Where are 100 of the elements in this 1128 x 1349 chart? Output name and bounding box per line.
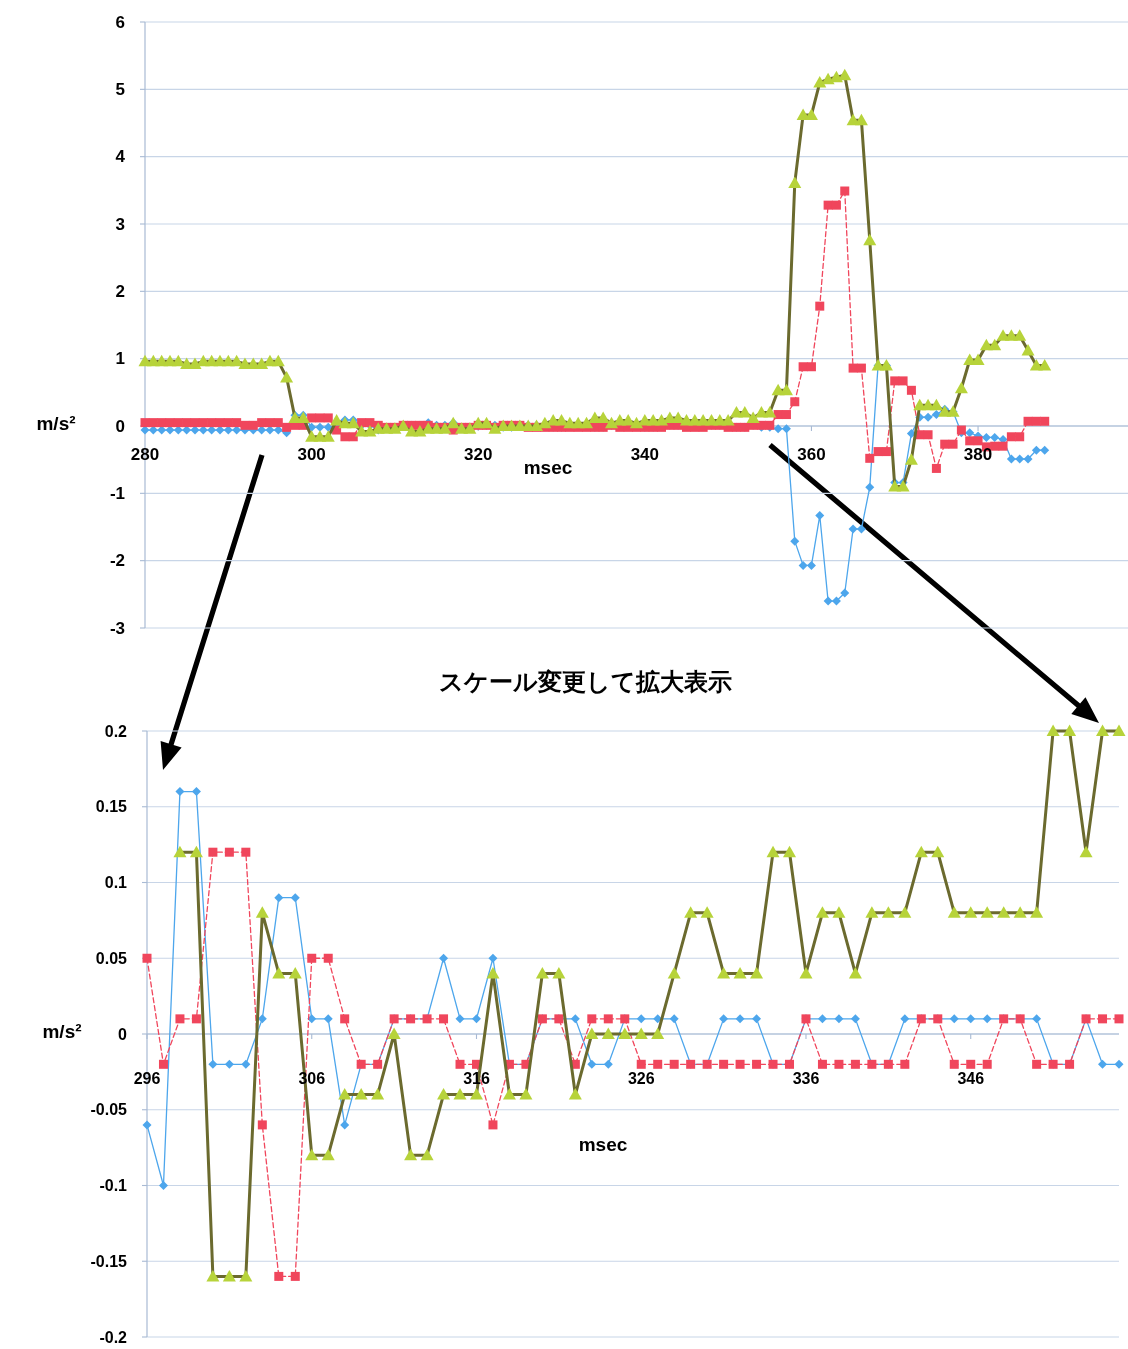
point bbox=[502, 1088, 516, 1100]
x-tick-label: 340 bbox=[630, 444, 660, 464]
point bbox=[239, 1269, 253, 1282]
y-tick-label: 2 bbox=[115, 281, 125, 301]
point bbox=[997, 906, 1011, 918]
x-axis-title: msec bbox=[523, 456, 573, 478]
point bbox=[189, 845, 203, 858]
point bbox=[618, 1027, 632, 1039]
point bbox=[305, 1148, 319, 1161]
x-tick-label: 336 bbox=[792, 1069, 820, 1087]
point bbox=[881, 906, 895, 918]
point bbox=[340, 1014, 350, 1024]
point bbox=[1098, 1059, 1108, 1069]
point bbox=[931, 845, 945, 858]
point bbox=[272, 966, 286, 979]
point bbox=[274, 893, 284, 903]
point bbox=[224, 1059, 234, 1069]
point bbox=[850, 1059, 860, 1069]
point bbox=[783, 845, 797, 858]
point bbox=[552, 966, 566, 979]
point bbox=[175, 1014, 185, 1024]
point bbox=[799, 966, 813, 979]
y-tick-label: 0 bbox=[118, 1025, 128, 1043]
point bbox=[455, 1059, 465, 1069]
point bbox=[1112, 724, 1126, 736]
point bbox=[898, 906, 912, 918]
x-tick-label: 360 bbox=[797, 444, 826, 464]
point bbox=[404, 1148, 418, 1161]
y-tick-label: -0.05 bbox=[90, 1101, 128, 1119]
y-tick-label: -1 bbox=[109, 483, 125, 503]
point bbox=[175, 787, 185, 797]
point bbox=[914, 845, 928, 858]
y-tick-label: 0 bbox=[115, 416, 125, 436]
point bbox=[733, 966, 747, 979]
point bbox=[288, 966, 302, 979]
point bbox=[949, 1059, 959, 1069]
point bbox=[947, 906, 961, 918]
point bbox=[488, 1120, 498, 1130]
point bbox=[321, 1148, 335, 1161]
point bbox=[455, 1014, 465, 1024]
point bbox=[669, 1059, 679, 1069]
y-tick-label: 0.05 bbox=[95, 949, 128, 967]
point bbox=[966, 1059, 976, 1069]
point bbox=[636, 1014, 646, 1024]
point bbox=[222, 1269, 236, 1282]
point bbox=[158, 1181, 168, 1190]
point bbox=[191, 1014, 201, 1024]
point bbox=[241, 1059, 251, 1069]
point bbox=[669, 1014, 679, 1024]
point bbox=[865, 906, 879, 918]
point bbox=[1046, 724, 1060, 736]
point bbox=[173, 845, 187, 858]
point bbox=[1114, 1059, 1124, 1069]
point bbox=[603, 1059, 613, 1069]
point bbox=[1013, 906, 1027, 918]
y-tick-label: 3 bbox=[115, 214, 125, 234]
point bbox=[834, 1014, 844, 1024]
point bbox=[224, 847, 234, 857]
point bbox=[519, 1088, 533, 1100]
point bbox=[257, 1120, 267, 1130]
point bbox=[208, 1059, 218, 1069]
point bbox=[387, 1027, 401, 1039]
point bbox=[158, 1059, 168, 1069]
point bbox=[439, 953, 449, 963]
point bbox=[832, 906, 846, 918]
point bbox=[964, 906, 978, 918]
point bbox=[634, 1027, 648, 1039]
point bbox=[700, 906, 714, 918]
point bbox=[966, 1014, 976, 1024]
point bbox=[601, 1027, 615, 1039]
point bbox=[439, 1014, 449, 1024]
point bbox=[719, 1059, 729, 1069]
point bbox=[208, 847, 218, 857]
point bbox=[1098, 1014, 1108, 1024]
point bbox=[570, 1014, 580, 1024]
point bbox=[1030, 906, 1044, 918]
point bbox=[850, 1014, 860, 1024]
point bbox=[949, 1014, 959, 1024]
point bbox=[752, 1014, 762, 1024]
point bbox=[653, 1059, 663, 1069]
point bbox=[471, 1014, 481, 1024]
point bbox=[206, 1269, 220, 1282]
point bbox=[667, 966, 681, 979]
point bbox=[982, 1059, 992, 1069]
point bbox=[900, 1014, 910, 1024]
point bbox=[420, 1148, 434, 1161]
point bbox=[834, 1059, 844, 1069]
point bbox=[684, 906, 698, 918]
point bbox=[338, 1088, 352, 1100]
point bbox=[1032, 1059, 1042, 1069]
y-tick-label: -2 bbox=[109, 551, 125, 571]
y-axis-title: m/s² bbox=[42, 1020, 82, 1042]
point bbox=[142, 953, 152, 963]
point bbox=[587, 1014, 597, 1024]
point bbox=[307, 1014, 317, 1024]
point bbox=[488, 953, 498, 963]
point bbox=[191, 787, 201, 797]
point bbox=[142, 1120, 152, 1130]
y-axis-title: m/s² bbox=[36, 412, 76, 434]
point bbox=[1063, 724, 1077, 736]
